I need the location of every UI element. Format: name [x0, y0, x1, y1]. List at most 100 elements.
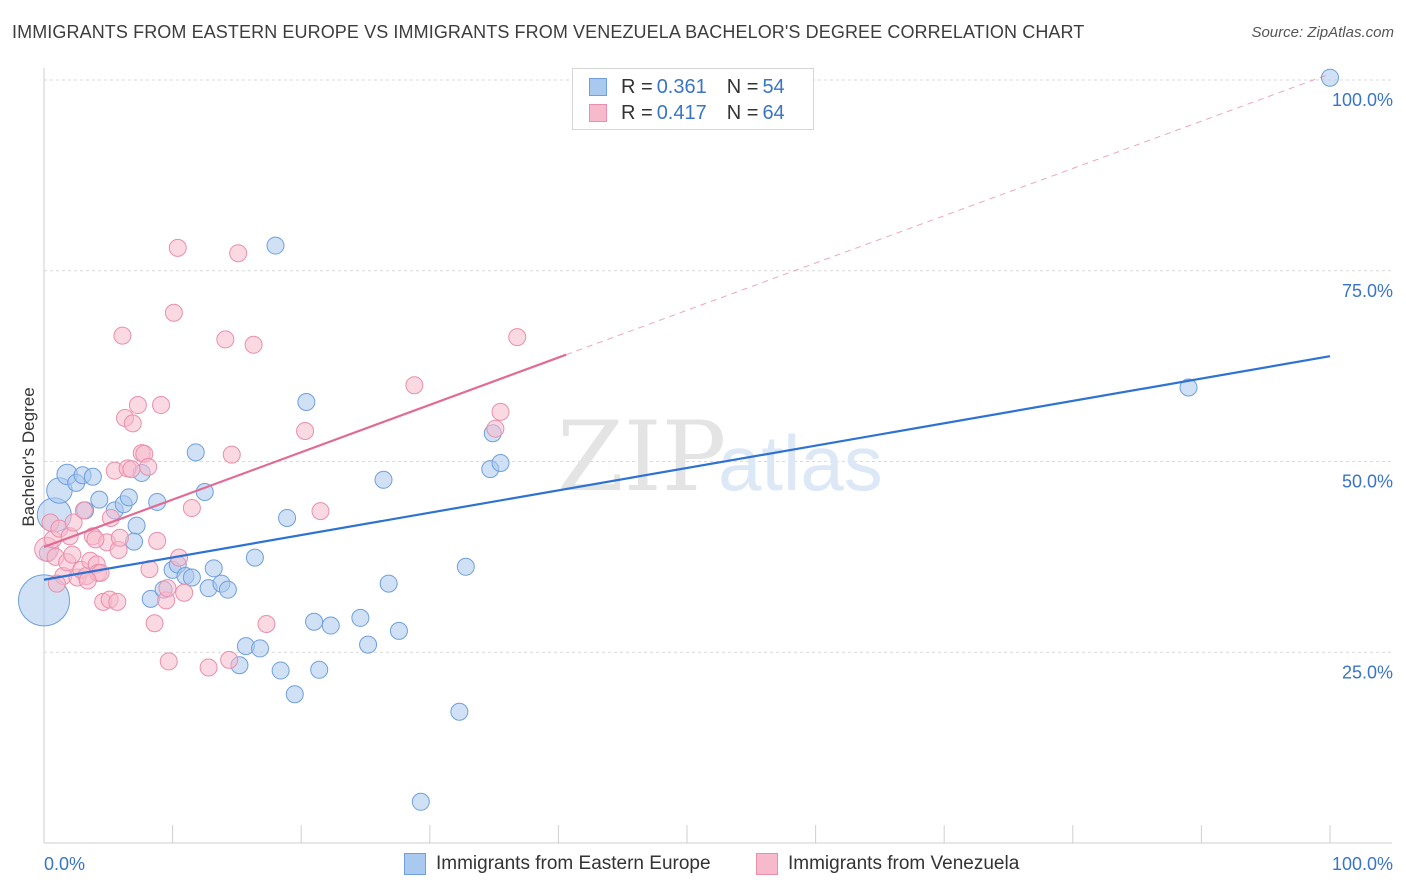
point-venezuela	[148, 531, 167, 550]
y-tick-label: 25.0%	[1342, 662, 1393, 682]
point-eastern-europe	[351, 608, 370, 627]
point-venezuela	[491, 402, 510, 421]
point-venezuela	[257, 615, 276, 634]
point-eastern-europe	[305, 612, 324, 631]
point-venezuela	[164, 303, 183, 322]
point-venezuela	[139, 457, 158, 476]
point-venezuela	[296, 421, 315, 440]
chart-title: IMMIGRANTS FROM EASTERN EUROPE VS IMMIGR…	[12, 22, 1085, 42]
watermark: ZIP atlas	[557, 401, 883, 513]
watermark-zip: ZIP	[557, 401, 726, 513]
point-eastern-europe	[411, 792, 430, 811]
point-eastern-europe	[359, 635, 378, 654]
point-venezuela	[508, 328, 527, 347]
point-eastern-europe	[127, 516, 146, 535]
legend-row-venezuela: R = 0.417 N = 64	[589, 101, 785, 125]
point-eastern-europe	[83, 467, 102, 486]
point-venezuela	[101, 508, 120, 527]
trend-line-venezuela-extension	[565, 73, 1331, 356]
point-venezuela	[182, 499, 201, 518]
y-tick-label: 50.0%	[1342, 472, 1393, 492]
point-venezuela	[110, 528, 129, 547]
point-venezuela	[158, 579, 177, 598]
y-tick-label: 100.0%	[1332, 90, 1393, 110]
point-venezuela	[108, 592, 127, 611]
point-eastern-europe	[245, 548, 264, 567]
bottom-legend-swatch-blue	[404, 853, 426, 875]
source-credit: Source: ZipAtlas.com	[1251, 24, 1394, 41]
bottom-legend-venezuela: Immigrants from Venezuela	[756, 851, 1019, 877]
point-eastern-europe	[310, 660, 329, 679]
legend-n-value: 64	[762, 101, 785, 124]
point-venezuela	[122, 460, 141, 479]
point-eastern-europe	[450, 702, 469, 721]
point-venezuela	[78, 571, 97, 590]
legend-swatch-blue	[589, 78, 607, 96]
watermark-atlas: atlas	[718, 419, 883, 507]
bottom-legend-label: Immigrants from Venezuela	[788, 853, 1020, 874]
axes	[43, 68, 1392, 844]
point-eastern-europe	[389, 621, 408, 640]
point-eastern-europe	[297, 392, 316, 411]
point-eastern-europe	[182, 568, 201, 587]
trend-lines	[43, 73, 1331, 581]
point-eastern-europe	[379, 574, 398, 593]
point-eastern-europe	[491, 454, 510, 473]
bottom-legend-label: Immigrants from Eastern Europe	[436, 853, 711, 874]
point-venezuela	[486, 419, 505, 438]
point-venezuela	[229, 244, 248, 263]
point-venezuela	[220, 650, 239, 669]
y-axis-title: Bachelor's Degree	[19, 387, 38, 526]
point-venezuela	[199, 658, 218, 677]
tick-labels: 25.0% 50.0% 75.0% 100.0% 0.0% 100.0%	[44, 90, 1393, 874]
point-venezuela	[128, 396, 147, 415]
legend-row-eastern-europe: R = 0.361 N = 54	[589, 75, 785, 99]
point-venezuela	[123, 414, 142, 433]
point-eastern-europe	[456, 557, 475, 576]
trend-line-eastern-europe	[43, 355, 1331, 581]
x-tick-label: 0.0%	[44, 854, 85, 874]
point-venezuela	[222, 445, 241, 464]
point-venezuela	[244, 335, 263, 354]
point-venezuela	[74, 501, 93, 520]
point-eastern-europe	[1321, 68, 1339, 87]
point-venezuela	[86, 530, 105, 549]
point-eastern-europe	[266, 236, 285, 255]
point-venezuela	[216, 330, 235, 349]
point-venezuela	[113, 326, 132, 345]
y-tick-label: 75.0%	[1342, 281, 1393, 301]
point-venezuela	[168, 238, 187, 257]
legend-r-value: 0.361	[656, 75, 707, 98]
point-venezuela	[63, 545, 82, 564]
point-eastern-europe	[251, 639, 270, 658]
legend-swatch-pink	[589, 104, 607, 122]
point-venezuela	[64, 513, 83, 532]
point-eastern-europe	[278, 508, 297, 527]
trend-line-venezuela	[43, 353, 567, 548]
legend-n-label: N =	[726, 101, 759, 124]
point-eastern-europe	[374, 470, 393, 489]
bottom-legend-swatch-pink	[756, 853, 778, 875]
point-eastern-europe	[321, 616, 340, 635]
point-venezuela	[405, 376, 424, 395]
point-eastern-europe	[204, 559, 223, 578]
point-eastern-europe	[186, 443, 205, 462]
point-eastern-europe	[285, 685, 304, 704]
point-eastern-europe	[271, 661, 290, 680]
stats-legend: R = 0.361 N = 54 R = 0.417 N = 64	[572, 68, 814, 130]
legend-r-value: 0.417	[656, 101, 707, 124]
point-eastern-europe	[119, 488, 138, 507]
legend-n-value: 54	[762, 75, 785, 98]
point-venezuela	[311, 502, 330, 521]
legend-n-label: N =	[726, 75, 759, 98]
point-venezuela	[175, 583, 194, 602]
point-venezuela	[145, 614, 164, 633]
legend-r-label: R =	[621, 101, 653, 124]
point-venezuela	[159, 652, 178, 671]
point-eastern-europe	[1179, 378, 1198, 397]
bottom-legend-eastern-europe: Immigrants from Eastern Europe	[404, 851, 711, 877]
point-eastern-europe	[218, 580, 237, 599]
point-eastern-europe	[90, 490, 109, 509]
gridlines	[44, 79, 1392, 653]
